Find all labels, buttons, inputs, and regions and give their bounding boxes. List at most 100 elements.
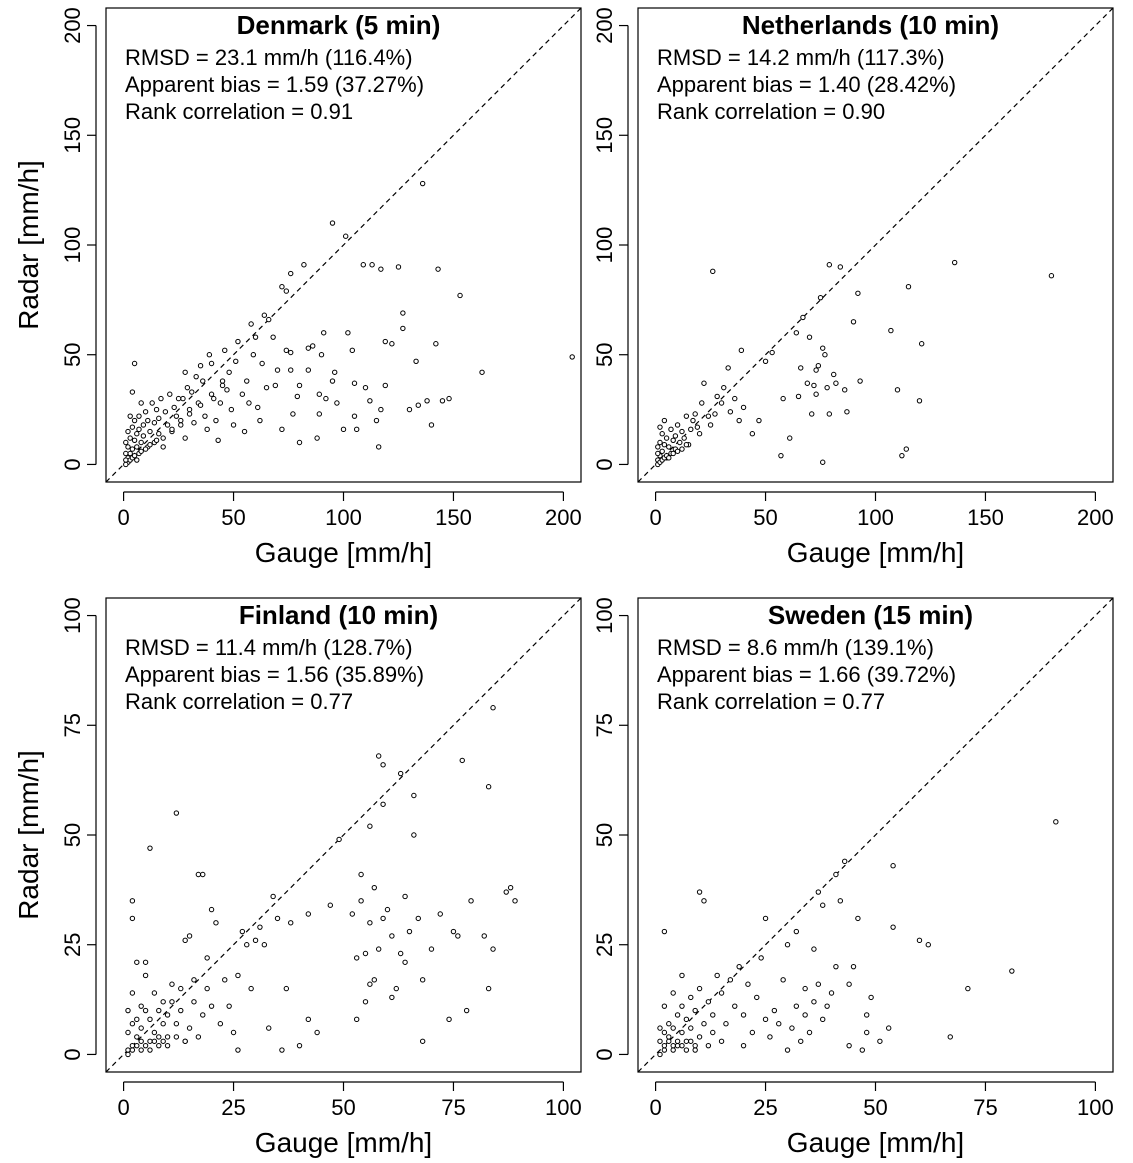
data-point bbox=[890, 924, 896, 930]
panel-3: 0 25 50 75 100 0 25 50 75 100 Gauge [mm/h] Sweden (… bbox=[592, 597, 1114, 1158]
data-point bbox=[657, 424, 663, 430]
data-point bbox=[740, 404, 747, 411]
plot-frame bbox=[637, 597, 1114, 1073]
data-point bbox=[661, 1047, 668, 1053]
data-point bbox=[397, 770, 404, 777]
data-point bbox=[415, 402, 421, 408]
data-point bbox=[888, 327, 894, 334]
data-point bbox=[129, 389, 136, 395]
data-point bbox=[332, 369, 338, 375]
data-point bbox=[156, 415, 162, 422]
data-point bbox=[683, 1038, 690, 1044]
data-point bbox=[160, 444, 166, 450]
y-tick-label: 0 bbox=[592, 1048, 617, 1060]
data-point bbox=[171, 404, 177, 411]
data-point bbox=[345, 330, 351, 336]
x-tick-label: 50 bbox=[863, 1095, 887, 1120]
y-axis-title: Radar [mm/h] bbox=[13, 750, 44, 920]
data-point bbox=[688, 426, 694, 433]
data-point bbox=[353, 1016, 360, 1023]
data-point bbox=[400, 325, 406, 332]
data-point bbox=[358, 898, 364, 904]
data-point bbox=[164, 1034, 171, 1040]
data-point bbox=[151, 990, 158, 996]
data-point bbox=[226, 369, 232, 375]
data-point bbox=[459, 757, 465, 764]
x-tick-label: 100 bbox=[325, 505, 362, 530]
data-point bbox=[419, 180, 426, 187]
data-point bbox=[947, 1034, 953, 1040]
data-point bbox=[679, 428, 685, 435]
data-point bbox=[850, 319, 857, 325]
data-point bbox=[811, 999, 817, 1005]
data-point bbox=[200, 378, 206, 384]
data-point bbox=[125, 1047, 131, 1053]
data-point bbox=[679, 972, 685, 979]
data-point bbox=[362, 999, 369, 1005]
data-point bbox=[147, 1038, 153, 1044]
x-tick-label: 100 bbox=[545, 1095, 582, 1120]
data-point bbox=[318, 352, 325, 358]
data-point bbox=[692, 411, 698, 417]
data-point bbox=[329, 220, 336, 226]
data-point bbox=[180, 395, 186, 402]
data-point bbox=[195, 1034, 202, 1040]
plot-frame bbox=[105, 597, 582, 1073]
y-tick-label: 0 bbox=[60, 458, 85, 470]
x-axis-title: Gauge [mm/h] bbox=[787, 537, 964, 568]
data-point bbox=[131, 417, 138, 424]
data-point bbox=[727, 409, 734, 415]
data-point bbox=[138, 1047, 144, 1053]
data-points bbox=[125, 705, 518, 1058]
data-point bbox=[659, 448, 665, 454]
data-point bbox=[778, 452, 784, 459]
data-point bbox=[411, 792, 417, 799]
data-point bbox=[131, 360, 138, 367]
data-point bbox=[182, 1038, 188, 1044]
data-point bbox=[138, 1003, 144, 1009]
data-point bbox=[136, 413, 142, 419]
panel-0: 0 50 100 150 200 0 50 100 150 200 Gauge [mm/h] Rada… bbox=[13, 7, 582, 568]
data-point bbox=[134, 1016, 140, 1023]
data-point bbox=[679, 1042, 685, 1049]
stat-annotation: RMSD = 14.2 mm/h (117.3%) bbox=[657, 45, 945, 70]
data-point bbox=[134, 1034, 140, 1040]
data-point bbox=[279, 1047, 285, 1053]
data-point bbox=[241, 428, 248, 435]
data-point bbox=[833, 871, 839, 878]
data-point bbox=[714, 393, 720, 400]
data-point bbox=[397, 950, 404, 957]
data-point bbox=[824, 1003, 830, 1009]
data-point bbox=[419, 977, 426, 983]
data-point bbox=[134, 1042, 140, 1049]
data-point bbox=[666, 1038, 672, 1044]
x-tick-label: 200 bbox=[545, 505, 582, 530]
data-point bbox=[182, 937, 188, 944]
x-tick-label: 75 bbox=[973, 1095, 997, 1120]
data-point bbox=[837, 264, 844, 270]
data-point bbox=[206, 352, 213, 358]
x-tick-label: 0 bbox=[117, 505, 129, 530]
data-point bbox=[822, 352, 828, 358]
data-point bbox=[382, 338, 388, 345]
data-point bbox=[846, 981, 852, 987]
data-point bbox=[296, 439, 303, 446]
data-point bbox=[710, 1012, 716, 1018]
data-point bbox=[272, 382, 279, 389]
data-point bbox=[351, 380, 358, 386]
data-point bbox=[167, 391, 173, 397]
data-point bbox=[666, 1034, 672, 1040]
data-point bbox=[670, 1047, 676, 1053]
data-point bbox=[712, 411, 718, 417]
stat-annotation: Apparent bias = 1.59 (37.27%) bbox=[125, 72, 424, 97]
data-point bbox=[428, 422, 435, 428]
data-point bbox=[129, 990, 136, 996]
data-point bbox=[270, 334, 276, 340]
data-point bbox=[692, 1047, 698, 1053]
data-point bbox=[479, 369, 485, 375]
data-point bbox=[710, 1029, 716, 1036]
data-point bbox=[340, 426, 347, 433]
data-point bbox=[736, 963, 742, 970]
data-point bbox=[688, 1025, 694, 1031]
